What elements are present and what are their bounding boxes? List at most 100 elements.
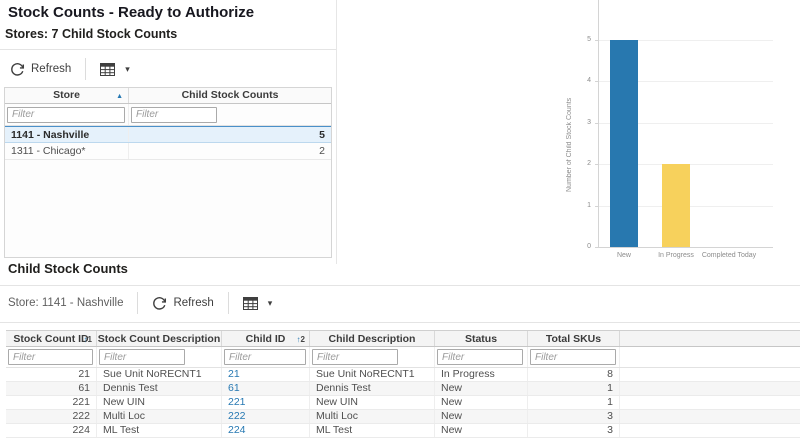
child-section-title: Child Stock Counts [8,261,128,276]
chart-x-label: Completed Today [701,252,757,259]
child-row-221[interactable]: 221 New UIN 221 New UIN New 1 [6,396,800,410]
chart-x-label: In Progress [658,252,694,259]
refresh-button[interactable]: Refresh [152,296,214,311]
child-description-cell: Dennis Test [310,382,435,395]
total-skus-cell: 3 [528,424,620,437]
column-header-label: Child ID [245,333,286,345]
stock-count-id-filter-input[interactable] [8,349,93,365]
child-count-cell: 2 [319,145,325,157]
total-skus-filter-input[interactable] [530,349,616,365]
chart-y-tick-label: 0 [587,243,591,250]
status-filter-input[interactable] [437,349,523,365]
chart-tick-mark [595,205,598,207]
stock-count-id-cell: 224 [6,424,97,437]
chart-tick-mark [595,164,598,166]
chart-gridline [599,81,773,83]
column-header-status[interactable]: Status [435,331,528,346]
sort-ascending-2-icon: ↑2 [296,335,305,344]
stock-count-description-cell: ML Test [97,424,222,437]
child-id-link[interactable]: 61 [222,382,310,395]
refresh-label: Refresh [173,297,214,309]
stock-count-description-cell: Dennis Test [97,382,222,395]
child-description-filter-input[interactable] [312,349,398,365]
stores-table: Store ▲ Child Stock Counts 1141 - Nashvi… [4,87,332,258]
stock-count-id-cell: 222 [6,410,97,423]
column-header-store[interactable]: Store ▲ [5,88,129,103]
sort-ascending-icon: ▲ [116,93,123,100]
column-header-stock-count-id[interactable]: Stock Count ID ↑1 [6,331,97,346]
child-description-cell: ML Test [310,424,435,437]
status-cell: New [435,382,528,395]
child-description-cell: Multi Loc [310,410,435,423]
panel-divider [336,0,337,264]
stores-toolbar: Refresh ▾ [10,57,130,81]
stock-count-id-cell: 221 [6,396,97,409]
toolbar-divider [227,292,229,314]
status-cell: New [435,410,528,423]
refresh-button[interactable]: Refresh [10,62,71,77]
store-name-cell: 1141 - Nashville [5,127,129,142]
column-header-child-description[interactable]: Child Description [310,331,435,346]
stock-count-id-cell: 61 [6,382,97,395]
child-row-21[interactable]: 21 Sue Unit NoRECNT1 21 Sue Unit NoRECNT… [6,368,800,382]
child-id-link[interactable]: 21 [222,368,310,381]
column-header-child-stock-counts[interactable]: Child Stock Counts [181,89,279,101]
store-row-1311-chicago[interactable]: 1311 - Chicago* 2 [5,143,331,160]
grid-view-menu-button[interactable]: ▾ [242,296,273,310]
grid-view-menu-button[interactable]: ▾ [100,62,130,76]
chart-y-tick-label: 4 [587,77,591,85]
child-table-filter-row [6,347,800,368]
status-cell: New [435,424,528,437]
divider [0,285,800,286]
child-id-filter-input[interactable] [224,349,306,365]
child-row-222[interactable]: 222 Multi Loc 222 Multi Loc New 3 [6,410,800,424]
stores-panel-subtitle: Stores: 7 Child Stock Counts [5,27,178,41]
status-cell: In Progress [435,368,528,381]
chart-y-tick-label: 3 [587,118,591,126]
chart-tick-mark [595,247,598,248]
stock-count-description-cell: New UIN [97,396,222,409]
child-count-cell: 5 [319,128,325,141]
refresh-label: Refresh [31,63,72,75]
chevron-down-icon: ▾ [267,297,273,308]
child-description-cell: Sue Unit NoRECNT1 [310,368,435,381]
refresh-icon [11,62,25,76]
table-grid-icon [242,296,258,310]
child-row-61[interactable]: 61 Dennis Test 61 Dennis Test New 1 [6,382,800,396]
store-filter-input[interactable] [7,106,125,123]
divider [0,322,800,323]
chart-y-tick-label: 5 [587,36,591,43]
column-header-label: Stock Count ID [13,333,89,345]
column-header-child-id[interactable]: Child ID ↑2 [222,331,310,346]
table-grid-icon [100,62,116,76]
child-id-link[interactable]: 222 [222,410,310,423]
stock-count-description-cell: Multi Loc [97,410,222,423]
total-skus-cell: 3 [528,410,620,423]
child-id-link[interactable]: 221 [222,396,310,409]
toolbar-divider [85,58,87,80]
page-title: Stock Counts - Ready to Authorize [8,4,255,21]
store-name-cell: 1311 - Chicago* [5,143,129,159]
chart-gridline [599,122,773,124]
chevron-down-icon: ▾ [125,63,130,74]
chart-gridline [599,40,773,41]
chart-x-axis-line [598,247,773,248]
child-stock-counts-filter-input[interactable] [131,106,217,123]
stock-count-description-cell: Sue Unit NoRECNT1 [97,368,222,381]
chart-tick-mark [595,122,598,124]
chart-y-axis-title: Number of Child Stock Counts [566,97,573,193]
child-toolbar: Store: 1141 - Nashville Refresh ▾ [8,289,272,317]
sort-ascending-1-icon: ↑1 [83,335,92,344]
column-header-stock-count-description[interactable]: Stock Count Description [97,331,222,346]
column-header-label: Store [53,89,80,101]
child-row-224[interactable]: 224 ML Test 224 ML Test New 3 [6,424,800,438]
total-skus-cell: 8 [528,368,620,381]
child-stock-counts-bar-chart: Number of Child Stock Counts 0 1 2 3 4 5 6 New I… [560,0,800,262]
column-header-total-skus[interactable]: Total SKUs [528,331,620,346]
store-row-1141-nashville[interactable]: 1141 - Nashville 5 [5,126,331,143]
chart-tick-mark [595,81,598,83]
chart-y-tick-label: 6 [560,0,591,4]
child-id-link[interactable]: 224 [222,424,310,437]
stock-count-description-filter-input[interactable] [99,349,185,365]
